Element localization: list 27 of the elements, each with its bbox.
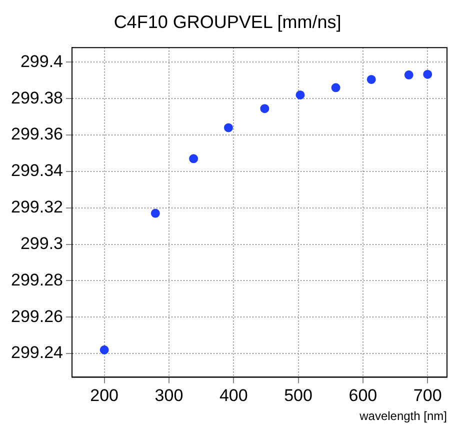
point: [189, 154, 198, 164]
y-tick-label: 299.3: [20, 234, 63, 253]
point: [296, 90, 305, 100]
point: [224, 123, 233, 132]
point: [366, 74, 376, 84]
point: [423, 70, 432, 79]
x-tick-label: 500: [284, 386, 312, 406]
x-axis-title: wavelength [nm]: [358, 409, 447, 424]
x-tick-label: 200: [90, 386, 119, 406]
point: [260, 104, 270, 114]
point: [100, 345, 109, 354]
chart-title: C4F10 GROUPVEL [mm/ns]: [114, 12, 342, 32]
point: [150, 208, 160, 218]
y-tick-label: 299.28: [10, 270, 63, 290]
y-tick-label: 299.36: [10, 124, 63, 144]
y-tick-label: 299.26: [10, 306, 63, 326]
x-tick-label: 700: [413, 386, 442, 406]
y-tick-label: 299.38: [10, 88, 63, 108]
y-tick-label: 299.4: [20, 52, 63, 71]
point: [404, 70, 414, 80]
y-tick-label: 299.34: [10, 161, 63, 180]
y-tick-label: 299.32: [10, 198, 63, 217]
x-tick-label: 400: [219, 386, 248, 406]
x-tick-label: 300: [154, 386, 184, 406]
point: [331, 83, 340, 92]
x-tick-label: 600: [348, 386, 378, 406]
y-tick-label: 299.24: [10, 343, 63, 362]
